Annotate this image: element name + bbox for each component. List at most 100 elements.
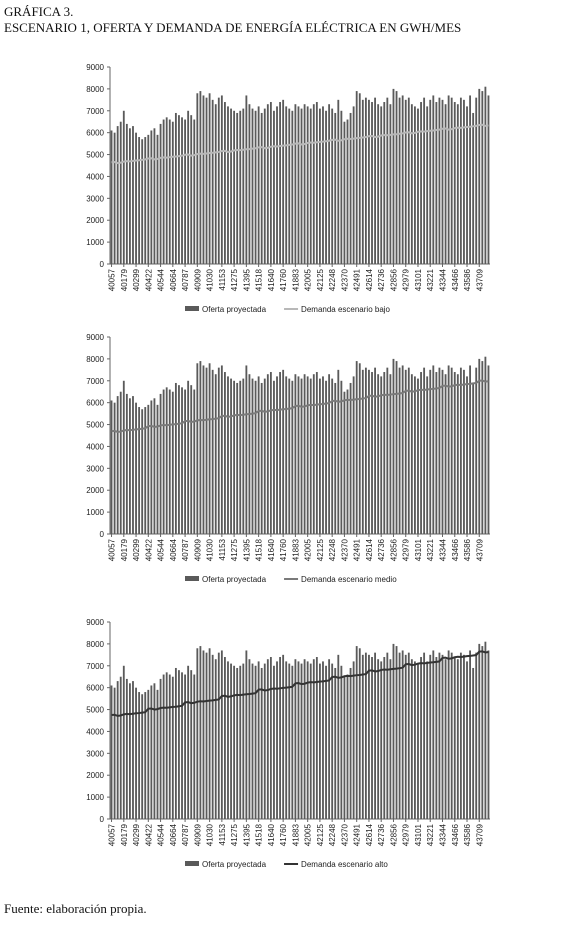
bar bbox=[248, 659, 251, 819]
bar bbox=[423, 652, 426, 819]
bar bbox=[150, 400, 153, 534]
bar bbox=[205, 97, 208, 265]
x-tick-label: 40787 bbox=[181, 823, 190, 846]
bar bbox=[340, 665, 343, 819]
bar bbox=[129, 398, 131, 534]
bar bbox=[392, 88, 395, 264]
x-tick-label: 40909 bbox=[193, 823, 202, 846]
bar bbox=[453, 372, 456, 534]
bar bbox=[306, 376, 309, 534]
y-tick-label: 2000 bbox=[86, 486, 104, 495]
bar bbox=[141, 139, 144, 264]
bar bbox=[383, 657, 386, 819]
legend-swatch bbox=[185, 861, 199, 866]
bar bbox=[190, 385, 193, 534]
bar bbox=[358, 93, 361, 265]
bar bbox=[383, 102, 386, 265]
bar bbox=[224, 372, 226, 534]
x-tick-label: 40664 bbox=[169, 823, 178, 846]
bar bbox=[377, 374, 380, 534]
bar bbox=[285, 661, 288, 819]
x-tick-label: 40299 bbox=[132, 538, 141, 561]
bar bbox=[404, 369, 407, 534]
bar bbox=[417, 663, 419, 819]
bar bbox=[383, 372, 386, 534]
bar bbox=[444, 374, 447, 534]
bar bbox=[377, 659, 380, 819]
x-tick-label: 40664 bbox=[169, 538, 178, 561]
bar bbox=[309, 378, 312, 534]
bar bbox=[288, 378, 291, 534]
bar bbox=[122, 110, 125, 265]
y-tick-label: 7000 bbox=[86, 662, 104, 671]
bar bbox=[239, 380, 242, 534]
bar bbox=[224, 657, 226, 819]
bar bbox=[150, 685, 153, 819]
bar bbox=[429, 654, 432, 819]
y-tick-label: 5000 bbox=[86, 151, 104, 160]
bar bbox=[349, 112, 352, 264]
x-tick-label: 41883 bbox=[291, 268, 300, 291]
bar bbox=[352, 376, 355, 534]
bar bbox=[269, 372, 272, 534]
bar bbox=[113, 687, 116, 819]
bar bbox=[254, 380, 257, 534]
bar bbox=[129, 683, 131, 819]
bar bbox=[242, 108, 245, 264]
bar bbox=[386, 652, 389, 819]
x-tick-label: 43709 bbox=[475, 823, 484, 846]
x-tick-label: 42491 bbox=[353, 823, 362, 846]
bar bbox=[358, 648, 361, 819]
x-tick-label: 40909 bbox=[193, 268, 202, 291]
x-tick-label: 42370 bbox=[340, 823, 349, 846]
x-tick-label: 40299 bbox=[132, 823, 141, 846]
legend-label: Oferta proyectada bbox=[202, 305, 267, 314]
bar bbox=[358, 363, 361, 534]
x-tick-label: 40422 bbox=[144, 823, 153, 846]
bar bbox=[331, 663, 334, 819]
bar bbox=[119, 121, 122, 264]
bar bbox=[404, 654, 407, 819]
bar bbox=[447, 95, 450, 264]
bar bbox=[230, 378, 232, 534]
x-tick-label: 41395 bbox=[242, 268, 251, 291]
x-tick-label: 42736 bbox=[377, 268, 386, 291]
bar bbox=[110, 130, 113, 264]
y-tick-label: 2000 bbox=[86, 771, 104, 780]
bar bbox=[343, 391, 346, 534]
bar bbox=[472, 667, 475, 819]
x-tick-label: 41153 bbox=[218, 823, 227, 845]
bar bbox=[125, 123, 128, 265]
x-tick-label: 42125 bbox=[316, 538, 325, 561]
bar bbox=[138, 407, 141, 534]
x-tick-label: 43101 bbox=[414, 823, 423, 846]
bar bbox=[220, 95, 223, 264]
bar bbox=[441, 654, 444, 819]
x-tick-label: 43221 bbox=[426, 268, 435, 291]
bar bbox=[269, 657, 272, 819]
x-tick-label: 41640 bbox=[267, 823, 276, 846]
x-tick-label: 41518 bbox=[255, 823, 264, 846]
bar bbox=[273, 110, 275, 265]
bar bbox=[398, 367, 401, 534]
x-tick-label: 43709 bbox=[475, 268, 484, 291]
bar bbox=[346, 119, 349, 265]
bar bbox=[374, 367, 376, 534]
bar bbox=[487, 650, 490, 819]
bar bbox=[407, 652, 410, 819]
bar bbox=[303, 374, 306, 534]
bar bbox=[361, 369, 364, 534]
line bbox=[111, 123, 489, 165]
bar bbox=[331, 378, 334, 534]
x-tick-label: 41275 bbox=[230, 268, 239, 291]
bar bbox=[144, 407, 147, 534]
x-tick-label: 43101 bbox=[414, 268, 423, 291]
bar bbox=[398, 97, 401, 265]
bar bbox=[426, 106, 429, 265]
bar bbox=[438, 97, 441, 265]
bar bbox=[297, 376, 300, 534]
bar bbox=[377, 104, 380, 264]
y-tick-label: 1000 bbox=[86, 238, 104, 247]
y-tick-label: 7000 bbox=[86, 107, 104, 116]
bar bbox=[260, 382, 263, 534]
